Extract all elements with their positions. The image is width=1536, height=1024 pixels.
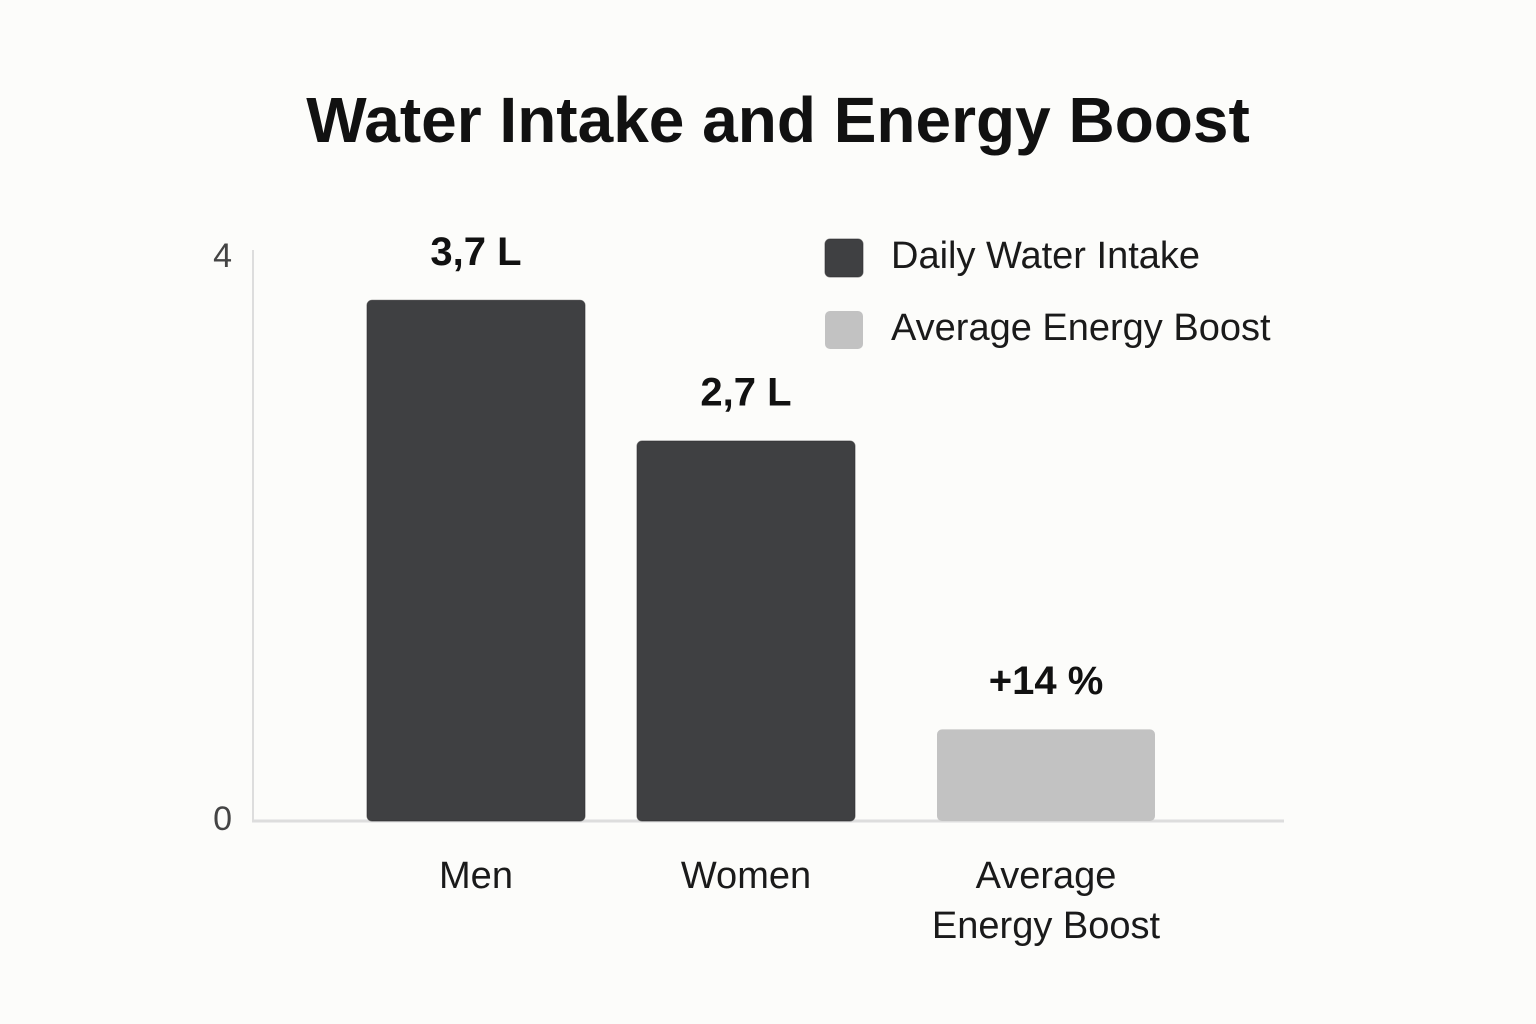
legend-swatch — [825, 311, 863, 349]
legend-swatch — [824, 238, 864, 278]
data-label: +14 % — [989, 659, 1104, 703]
legend-label: Daily Water Intake — [891, 235, 1200, 277]
data-label: 3,7 L — [430, 230, 521, 274]
data-label: 2,7 L — [700, 371, 791, 415]
x-tick-label: Women — [680, 855, 812, 897]
y-tick-label: 0 — [213, 800, 232, 838]
bar — [937, 729, 1155, 821]
x-tick-label: Men — [439, 855, 513, 897]
bar — [636, 440, 856, 822]
y-tick-label: 4 — [213, 237, 232, 275]
bar — [366, 299, 586, 822]
chart-title: Water Intake and Energy Boost — [306, 84, 1250, 156]
x-tick-label: Average Energy Boost — [931, 855, 1161, 947]
legend-label: Average Energy Boost — [891, 307, 1271, 349]
